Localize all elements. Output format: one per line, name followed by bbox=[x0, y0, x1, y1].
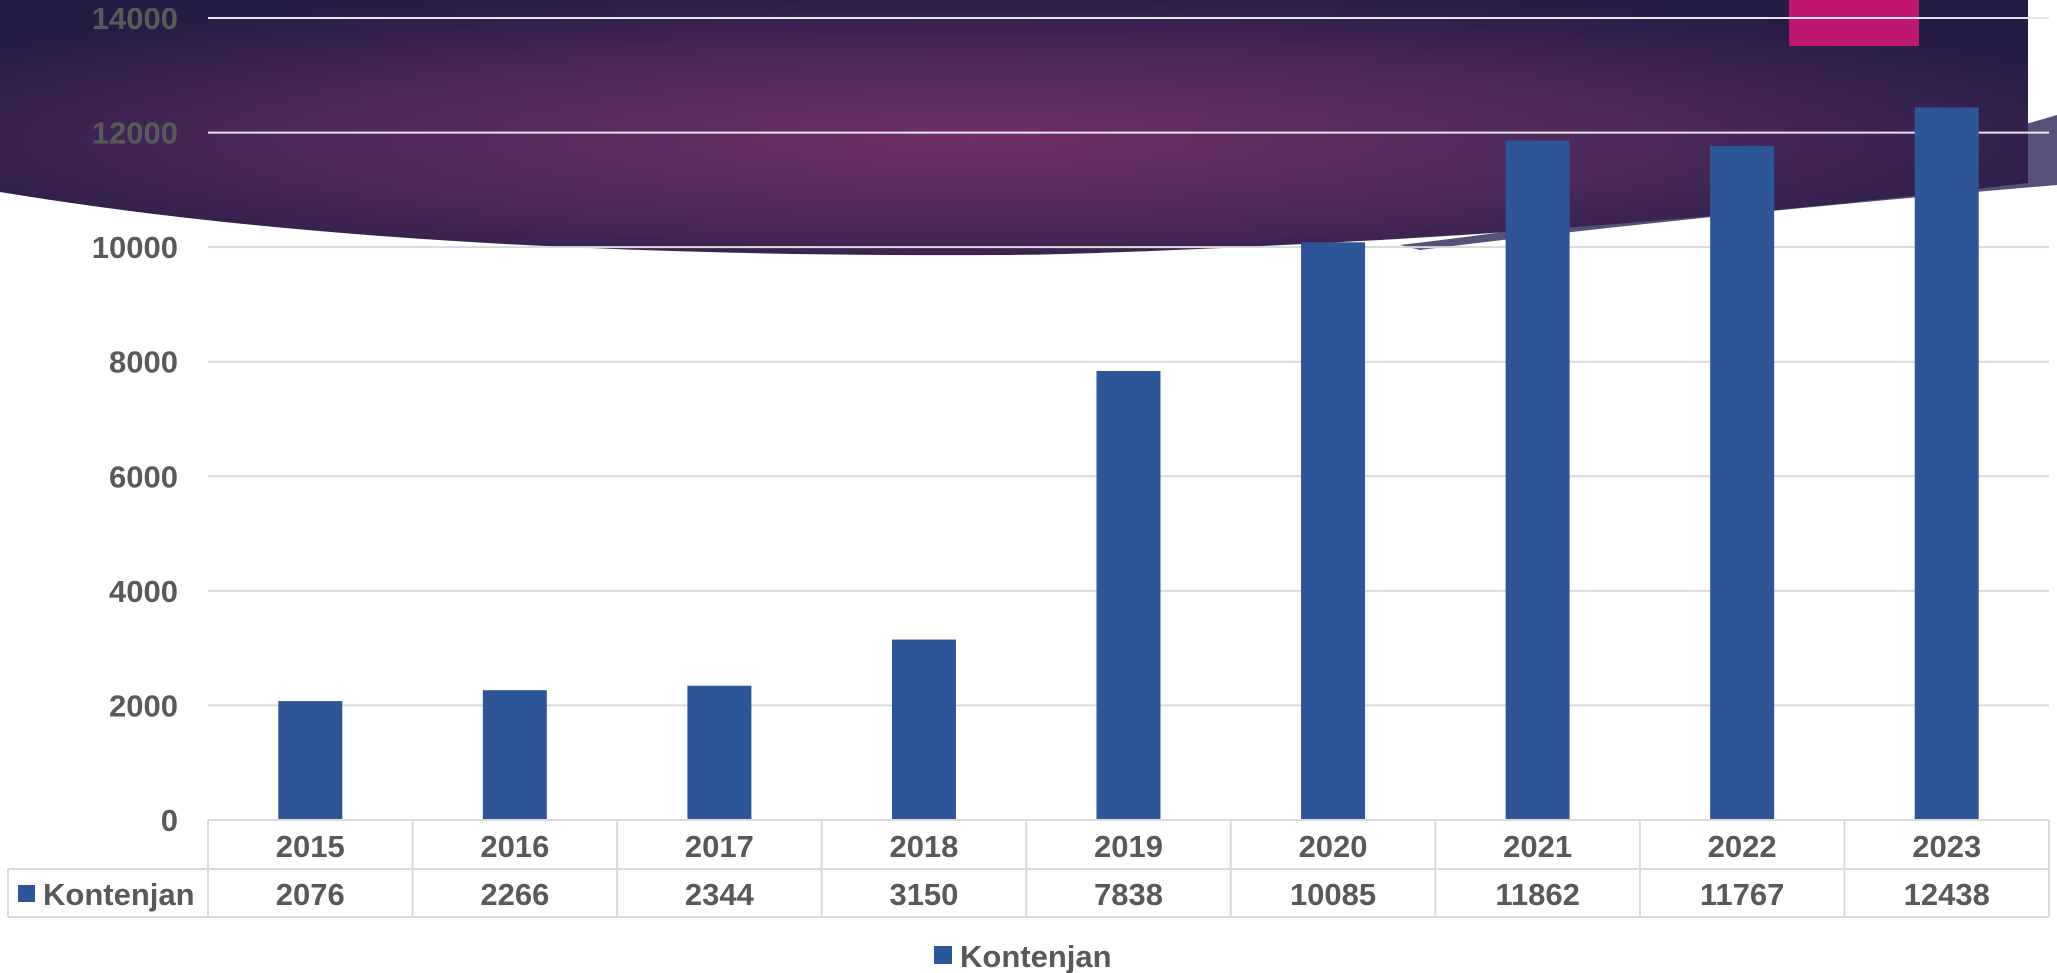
y-axis-ticks: 0 2000 4000 6000 8000 10000 12000 14000 bbox=[92, 1, 178, 838]
table-value-cell: 11862 bbox=[1495, 877, 1580, 912]
x-category-label: 2015 bbox=[276, 829, 345, 864]
y-tick-label: 10000 bbox=[92, 230, 178, 265]
x-category-label: 2017 bbox=[685, 829, 754, 864]
table-value-cell: 12438 bbox=[1904, 877, 1990, 912]
table-value-cell: 11767 bbox=[1700, 877, 1785, 912]
x-category-label: 2018 bbox=[889, 829, 958, 864]
y-tick-label: 12000 bbox=[92, 116, 178, 151]
x-category-label: 2021 bbox=[1503, 829, 1572, 864]
y-tick-label: 8000 bbox=[109, 345, 178, 380]
x-category-label: 2020 bbox=[1299, 829, 1368, 864]
table-value-cell: 2076 bbox=[276, 877, 345, 912]
table-value-cell: 10085 bbox=[1290, 877, 1376, 912]
y-tick-label: 4000 bbox=[109, 574, 178, 609]
bar-2023 bbox=[1914, 107, 1979, 820]
legend-label: Kontenjan bbox=[960, 939, 1112, 973]
table-value-cell: 7838 bbox=[1094, 877, 1163, 912]
x-category-label: 2016 bbox=[480, 829, 549, 864]
table-value-cell: 2266 bbox=[480, 877, 549, 912]
bar-2019 bbox=[1096, 370, 1161, 820]
table-row-label: Kontenjan bbox=[43, 877, 195, 912]
bars bbox=[278, 107, 1979, 821]
bar-2020 bbox=[1301, 242, 1366, 821]
x-category-label: 2019 bbox=[1094, 829, 1163, 864]
table-value-cell: 2344 bbox=[685, 877, 755, 912]
x-category-label: 2023 bbox=[1912, 829, 1981, 864]
x-category-label: 2022 bbox=[1708, 829, 1777, 864]
table-value-cell: 3150 bbox=[889, 877, 958, 912]
legend: Kontenjan bbox=[934, 939, 1112, 973]
y-tick-label: 6000 bbox=[109, 459, 178, 494]
bar-2018 bbox=[891, 639, 956, 820]
bar-2022 bbox=[1710, 145, 1775, 820]
accent-magenta-block bbox=[1789, 0, 1919, 46]
legend-swatch bbox=[934, 946, 952, 964]
bar-2016 bbox=[482, 690, 547, 820]
y-tick-label: 0 bbox=[161, 803, 178, 838]
data-table: 2015 2076 2016 2266 2017 2344 2018 3150 2019 7838… bbox=[7, 819, 2050, 918]
y-tick-label: 14000 bbox=[92, 1, 178, 36]
bar-2017 bbox=[687, 685, 752, 820]
y-tick-label: 2000 bbox=[109, 688, 178, 723]
bar-2015 bbox=[278, 701, 343, 820]
bar-2021 bbox=[1505, 140, 1570, 820]
table-row-swatch bbox=[18, 885, 35, 902]
